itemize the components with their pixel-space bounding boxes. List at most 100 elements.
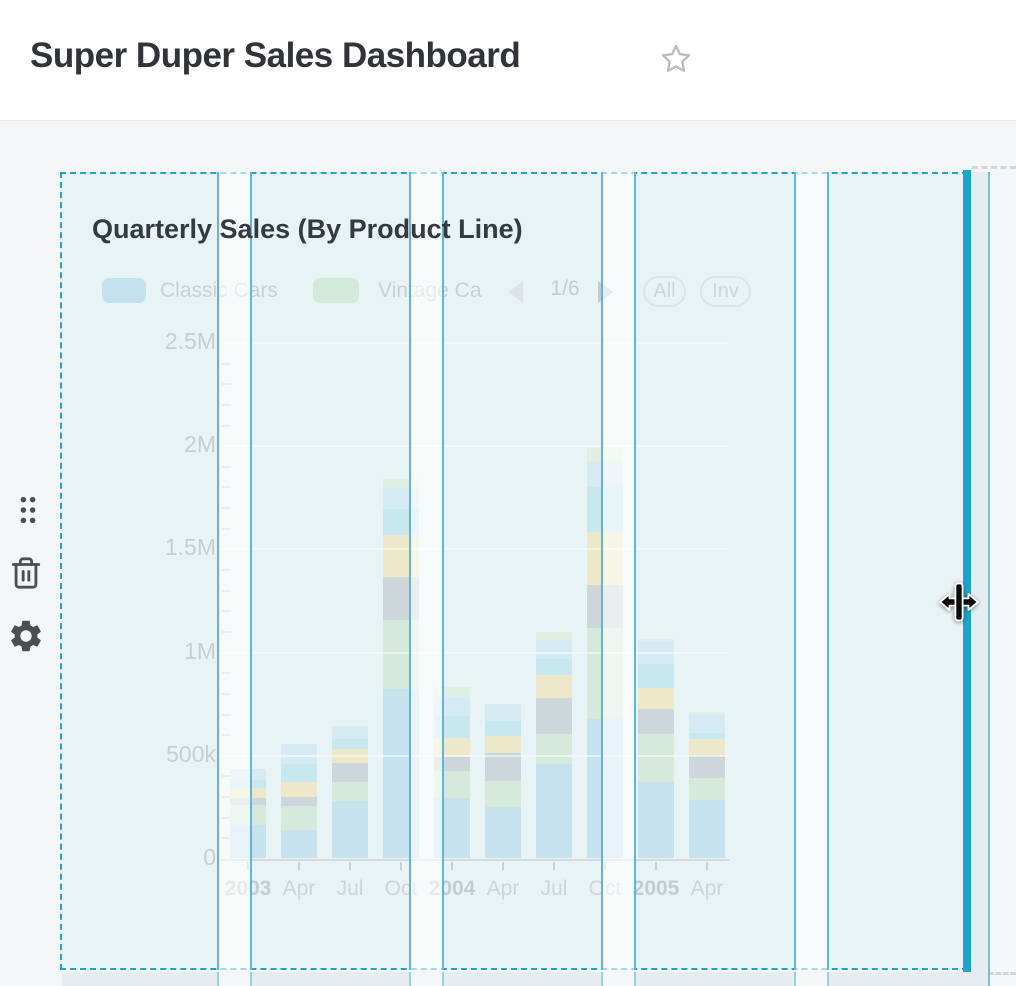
grid-gutter bbox=[218, 172, 252, 970]
card-settings-button[interactable] bbox=[7, 617, 45, 655]
gear-icon bbox=[11, 620, 41, 652]
gridline bbox=[218, 754, 728, 757]
dashboard-header: Super Duper Sales Dashboard bbox=[0, 0, 1016, 121]
bar-segment-vintage-ca[interactable] bbox=[281, 806, 317, 831]
bar-segment-classic-cars[interactable] bbox=[281, 830, 317, 858]
grid-column-guide bbox=[217, 972, 219, 986]
x-axis-tick bbox=[553, 862, 555, 870]
y-axis-tick-label: 1.5M bbox=[164, 534, 216, 561]
grid-column-guide bbox=[601, 972, 603, 986]
bar-segment-vintage-ca[interactable] bbox=[485, 780, 521, 808]
x-axis-tick bbox=[451, 862, 453, 870]
bar-segment-series-cream[interactable] bbox=[485, 735, 521, 753]
bar-segment-series-pale-blue[interactable] bbox=[281, 743, 317, 765]
card-ghost-outline-bottom bbox=[988, 972, 1016, 975]
bar-segment-series-gray[interactable] bbox=[281, 797, 317, 807]
bar-segment-series-pale-blue[interactable] bbox=[485, 704, 521, 721]
grid-column-guide bbox=[827, 972, 829, 986]
bar-segment-series-pale-green[interactable] bbox=[689, 712, 725, 714]
bar-segment-classic-cars[interactable] bbox=[638, 782, 674, 858]
card-drag-handle[interactable] bbox=[16, 495, 40, 525]
legend-inv-button[interactable]: Inv bbox=[700, 276, 751, 307]
y-axis-tick-label: 1M bbox=[184, 637, 216, 664]
gridline bbox=[218, 651, 728, 654]
bar-segment-series-gray[interactable] bbox=[689, 755, 725, 778]
bar-segment-series-pale-green[interactable] bbox=[638, 638, 674, 641]
bar-segment-classic-cars[interactable] bbox=[485, 807, 521, 858]
bar-segment-vintage-ca[interactable] bbox=[638, 733, 674, 783]
bar-segment-series-cream[interactable] bbox=[638, 688, 674, 709]
remove-card-button[interactable] bbox=[9, 555, 43, 591]
page-grid-band bbox=[62, 972, 988, 986]
bar-segment-series-pale-blue[interactable] bbox=[332, 725, 368, 740]
gridline bbox=[218, 342, 728, 344]
grid-column-guide bbox=[827, 172, 829, 970]
legend-page-indicator: 1/6 bbox=[550, 277, 580, 300]
x-axis-tick-label: Apr bbox=[282, 877, 316, 900]
bar-segment-series-cyan[interactable] bbox=[332, 739, 368, 749]
favorite-button[interactable] bbox=[658, 42, 694, 78]
y-axis-tick-label: 2M bbox=[184, 431, 216, 458]
grid-gutter bbox=[795, 172, 829, 970]
bar-segment-series-cyan[interactable] bbox=[638, 664, 674, 689]
legend-swatch-classic-cars[interactable] bbox=[102, 278, 146, 303]
bar-segment-series-cream[interactable] bbox=[536, 674, 572, 699]
bar-segment-vintage-ca[interactable] bbox=[332, 781, 368, 802]
bar-segment-series-pale-blue[interactable] bbox=[689, 713, 725, 733]
bar-segment-series-pale-green[interactable] bbox=[383, 478, 419, 488]
dashcard-quarterly-sales[interactable]: Quarterly Sales (By Product Line) Classi… bbox=[60, 170, 971, 972]
bar-segment-series-gray[interactable] bbox=[332, 763, 368, 782]
grid-column-guide bbox=[250, 972, 252, 986]
dashboard-title[interactable]: Super Duper Sales Dashboard bbox=[30, 36, 521, 75]
y-axis-tick-label: 2.5M bbox=[164, 328, 216, 354]
bar-segment-vintage-ca[interactable] bbox=[689, 777, 725, 801]
grid-column-guide bbox=[409, 972, 411, 986]
bar-segment-series-cream[interactable] bbox=[689, 738, 725, 756]
card-title: Quarterly Sales (By Product Line) bbox=[92, 214, 523, 244]
legend-swatch-vintage-cars[interactable] bbox=[313, 278, 359, 303]
x-axis-tick bbox=[706, 862, 708, 870]
grid-column-guide bbox=[794, 172, 796, 970]
x-axis-line bbox=[218, 859, 730, 861]
bar-segment-series-gray[interactable] bbox=[485, 752, 521, 781]
legend-all-button[interactable]: All bbox=[643, 276, 686, 307]
grid-column-guide bbox=[988, 172, 990, 986]
bar-segment-series-pale-green[interactable] bbox=[434, 687, 470, 697]
bar-segment-series-cyan[interactable] bbox=[689, 732, 725, 739]
grid-column-guide bbox=[634, 172, 636, 970]
star-icon bbox=[661, 44, 691, 72]
x-axis-tick-label: Jul bbox=[336, 877, 364, 900]
grid-column-guide bbox=[250, 172, 252, 970]
gridline bbox=[218, 445, 728, 448]
y-axis-tick-label: 0 bbox=[203, 844, 216, 870]
bar-segment-series-pale-green[interactable] bbox=[536, 631, 572, 640]
grid-gutter bbox=[602, 972, 636, 986]
grid-gutter bbox=[602, 172, 636, 970]
gridline bbox=[218, 548, 728, 551]
bar-segment-series-cream[interactable] bbox=[281, 781, 317, 798]
card-ghost-outline-top bbox=[972, 166, 1016, 169]
bar-segment-series-cyan[interactable] bbox=[485, 720, 521, 736]
bar-segment-classic-cars[interactable] bbox=[689, 800, 725, 858]
x-axis-tick-label: Apr bbox=[486, 877, 520, 900]
bar-segment-vintage-ca[interactable] bbox=[536, 733, 572, 764]
trash-icon bbox=[11, 557, 41, 589]
bar-segment-series-cyan[interactable] bbox=[281, 764, 317, 782]
legend-prev-page-button[interactable] bbox=[508, 281, 523, 303]
grid-column-guide bbox=[409, 172, 411, 970]
card-resize-handle-right[interactable] bbox=[963, 170, 971, 972]
bar-segment-series-pale-blue[interactable] bbox=[536, 639, 572, 659]
grid-column-guide bbox=[442, 172, 444, 970]
x-axis-tick bbox=[655, 862, 657, 870]
bar-segment-series-gray[interactable] bbox=[638, 708, 674, 734]
bar-segment-classic-cars[interactable] bbox=[332, 801, 368, 858]
x-axis-tick-label: Apr bbox=[690, 877, 724, 900]
bar-segment-classic-cars[interactable] bbox=[536, 763, 572, 858]
grid-column-guide bbox=[601, 172, 603, 970]
grid-gutter bbox=[795, 972, 829, 986]
bar-segment-series-cyan[interactable] bbox=[536, 658, 572, 675]
x-axis-tick-label: Jul bbox=[540, 877, 568, 900]
x-axis-tick-label: 2005 bbox=[632, 877, 680, 900]
bar-segment-series-gray[interactable] bbox=[536, 698, 572, 734]
